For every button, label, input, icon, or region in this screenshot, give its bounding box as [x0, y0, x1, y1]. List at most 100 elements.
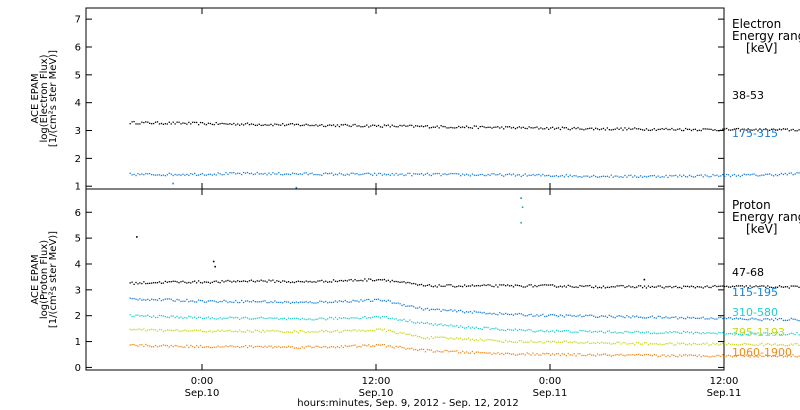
proton-point — [771, 318, 773, 320]
proton-point — [510, 313, 513, 315]
electron-point — [606, 127, 609, 129]
electron-point — [411, 124, 413, 127]
electron-point — [444, 126, 446, 128]
proton-point — [399, 345, 401, 348]
proton-point — [679, 317, 681, 319]
electron-point — [587, 127, 589, 130]
proton-point — [634, 316, 636, 318]
electron-ytick-label: 1 — [75, 182, 81, 193]
electron-point — [780, 129, 783, 131]
proton-point — [569, 354, 571, 356]
proton-point — [618, 354, 620, 356]
proton-point — [336, 346, 339, 348]
proton-point — [708, 332, 710, 334]
proton-point — [323, 301, 325, 303]
proton-point — [460, 325, 462, 327]
proton-point — [600, 354, 603, 356]
proton-point — [344, 299, 346, 302]
proton-point — [780, 318, 783, 320]
proton-point — [180, 300, 182, 303]
proton-point — [675, 285, 677, 287]
electron-point — [264, 123, 266, 126]
proton-point — [156, 299, 159, 301]
electron-point — [383, 124, 386, 126]
proton-point — [315, 345, 317, 347]
proton-point — [741, 343, 743, 345]
electron-point — [761, 174, 763, 176]
proton-point — [203, 330, 206, 333]
proton-point — [258, 330, 260, 333]
proton-point — [792, 285, 794, 287]
proton-point — [671, 331, 673, 334]
electron-point — [575, 175, 577, 177]
proton-point — [567, 314, 569, 316]
proton-point — [471, 284, 474, 286]
proton-point — [319, 317, 321, 319]
proton-point — [778, 333, 781, 336]
proton-point — [638, 342, 640, 344]
electron-point — [497, 126, 499, 128]
proton-point — [219, 300, 221, 303]
proton-point — [481, 339, 483, 341]
electron-point — [309, 172, 311, 175]
proton-point — [677, 318, 679, 320]
electron-point — [729, 175, 732, 178]
proton-point — [362, 300, 364, 302]
proton-point — [784, 355, 786, 357]
proton-point — [428, 349, 431, 351]
electron-point — [424, 173, 427, 175]
proton-point — [614, 354, 616, 356]
proton-point — [506, 328, 509, 331]
proton-point — [620, 332, 622, 334]
electron-point — [188, 174, 190, 176]
electron-point — [284, 124, 286, 127]
proton-point — [583, 354, 585, 357]
proton-point — [289, 302, 292, 305]
electron-point — [141, 121, 143, 123]
proton-point — [589, 353, 591, 355]
proton-point — [688, 354, 691, 356]
electron-point — [577, 127, 579, 129]
proton-point — [618, 315, 620, 317]
proton-point — [442, 336, 444, 338]
electron-point — [454, 172, 456, 175]
proton-point — [319, 300, 321, 302]
proton-point — [647, 344, 650, 346]
proton-point — [481, 312, 483, 314]
proton-point — [293, 317, 296, 319]
proton-point — [542, 342, 544, 344]
proton-point — [420, 283, 423, 286]
electron-point — [284, 173, 286, 175]
proton-point — [227, 301, 229, 304]
proton-point — [190, 344, 192, 347]
electron-point — [323, 125, 325, 128]
proton-point — [223, 330, 225, 332]
proton-point — [417, 307, 419, 309]
electron-point — [630, 174, 632, 176]
proton-point — [389, 329, 391, 331]
proton-point — [579, 342, 581, 344]
proton-point — [677, 331, 679, 334]
electron-point — [563, 127, 565, 129]
proton-point — [479, 338, 481, 340]
proton-point — [411, 283, 413, 285]
proton-point — [213, 280, 215, 283]
proton-point — [516, 341, 519, 344]
electron-point — [465, 173, 468, 175]
proton-point — [522, 329, 524, 331]
electron-point — [706, 128, 708, 130]
electron-point — [303, 124, 305, 126]
proton-point — [358, 345, 360, 348]
proton-point — [201, 346, 204, 349]
electron-point — [235, 173, 237, 175]
proton-point — [301, 317, 303, 319]
proton-point — [759, 343, 761, 345]
proton-point — [726, 355, 728, 357]
electron-point — [767, 130, 769, 132]
proton-point — [237, 280, 239, 282]
proton-point — [526, 341, 528, 343]
electron-point — [765, 128, 767, 130]
proton-point — [561, 341, 564, 343]
electron-point — [201, 173, 204, 175]
proton-point — [485, 339, 487, 341]
